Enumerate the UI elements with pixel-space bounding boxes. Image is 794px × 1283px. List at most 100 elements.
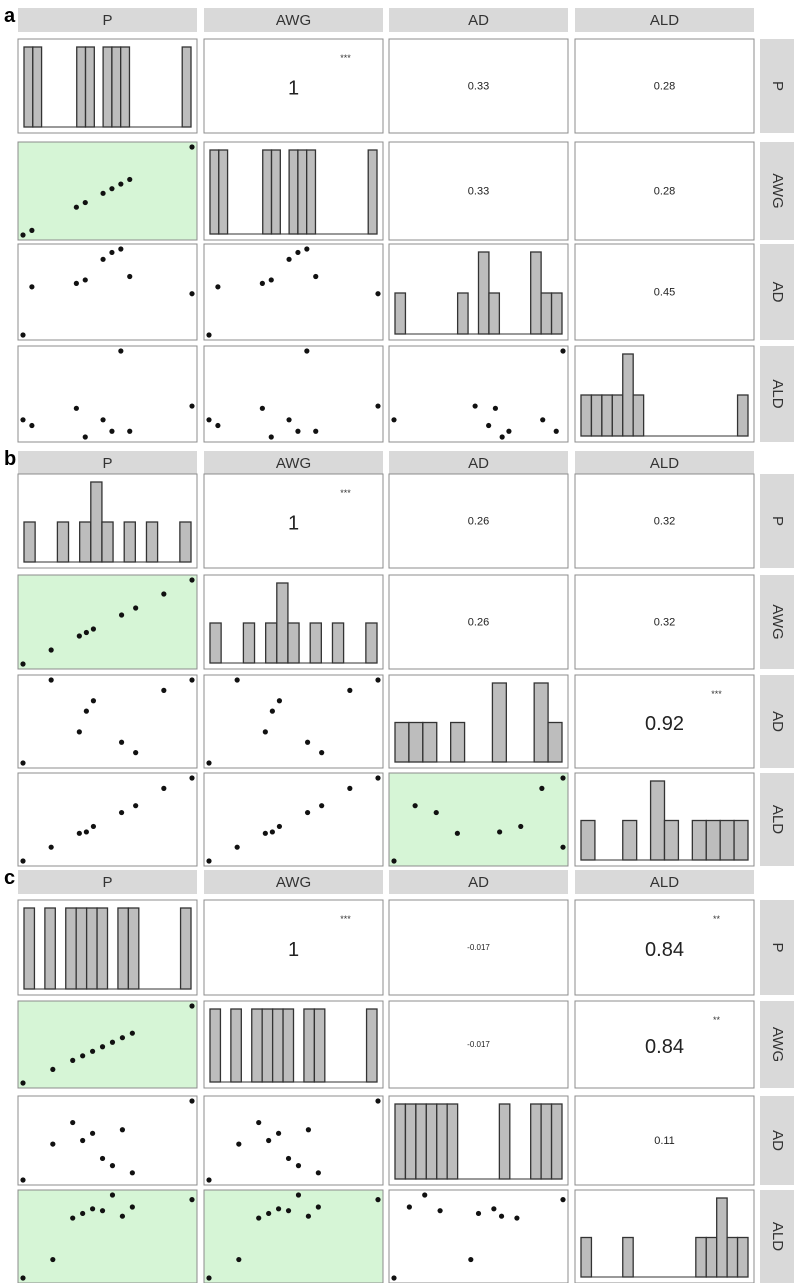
cell-frame [203, 899, 384, 996]
panel-label: a [4, 5, 16, 27]
cell-p-ad: 0.26 [388, 473, 569, 569]
scatter-point [100, 190, 106, 196]
histogram-bar [415, 1103, 427, 1180]
histogram-bar [540, 292, 553, 335]
scatter-point [236, 1141, 242, 1147]
scatter-point [268, 434, 274, 440]
scatter-point [206, 1275, 212, 1281]
cell-frame [388, 574, 569, 670]
scatter-point [133, 803, 139, 809]
histogram-bar [145, 521, 159, 563]
histogram-bar [209, 622, 222, 664]
scatter-point [76, 729, 82, 735]
cell-ad-ald: 0.11 [574, 1095, 755, 1186]
scatter-point [189, 144, 195, 150]
histogram-bar [550, 1103, 563, 1180]
histogram-bar [530, 251, 542, 335]
column-header-p: P [102, 12, 112, 29]
row-header-strip [760, 346, 794, 442]
cell-ald-ald [574, 345, 755, 443]
cell-ald-p [17, 1189, 198, 1283]
column-header-strip [18, 451, 197, 475]
cell-frame [17, 243, 198, 341]
scatter-point [295, 249, 301, 256]
scatter-point [133, 605, 139, 611]
cell-awg-ad: 0.26 [388, 574, 569, 670]
scatter-point [375, 1197, 381, 1203]
histogram-bar [365, 1008, 378, 1083]
scatter-point [206, 332, 212, 338]
cell-ad-p [17, 674, 198, 769]
histogram-bar [716, 1197, 728, 1278]
cell-frame [388, 772, 569, 867]
scatter-point [259, 280, 265, 286]
histogram-bar [477, 251, 490, 335]
row-header-strip [760, 773, 794, 866]
histogram-bar [611, 394, 624, 437]
correlation-value: 0.32 [654, 617, 675, 629]
scatter-point [89, 1048, 96, 1054]
histogram-bar [719, 819, 735, 861]
cell-frame [17, 1189, 198, 1283]
cell-ad-ald: 0.45 [574, 243, 755, 341]
scatter-point [313, 428, 319, 434]
row-header-strip [760, 1001, 794, 1088]
histogram-bar [394, 292, 407, 335]
cell-frame [203, 1095, 384, 1186]
histogram-bar [580, 1236, 593, 1278]
histogram-bar [117, 907, 130, 990]
cell-frame [574, 141, 755, 241]
significance-stars: *** [340, 488, 351, 498]
row-header-ald: ALD [769, 805, 786, 834]
histogram-bar [179, 907, 192, 990]
scatter-point [375, 775, 381, 781]
scatter-point [266, 1210, 272, 1217]
histogram-bar [181, 46, 192, 128]
significance-stars: *** [340, 53, 351, 63]
scatter-point [90, 823, 97, 830]
scatter-point [29, 284, 35, 290]
scatter-point [118, 348, 124, 354]
histogram-bar [436, 1103, 448, 1180]
cell-p-ald: 0.28 [574, 38, 755, 134]
histogram-bar [394, 721, 410, 763]
cell-p-p [17, 473, 198, 569]
scatter-point [118, 739, 125, 745]
column-header-ad: AD [468, 455, 489, 472]
correlation-value: 0.26 [468, 617, 489, 629]
cell-ad-awg [203, 243, 384, 341]
cell-ald-awg [203, 345, 384, 443]
histogram-bar [209, 1008, 222, 1083]
cell-ald-awg [203, 772, 384, 867]
scatter-point [118, 809, 125, 816]
scatter-point [189, 1197, 195, 1203]
scatter-point [20, 858, 26, 864]
histogram-bar [331, 622, 345, 664]
row-header-strip [760, 900, 794, 995]
cell-frame [388, 141, 569, 241]
row-header-strip [760, 474, 794, 568]
histogram-bar [550, 292, 563, 335]
histogram-bar [287, 622, 300, 664]
histogram-bar [649, 780, 666, 861]
histogram-bar [56, 521, 70, 563]
histogram-bar [242, 622, 256, 664]
scatter-point [256, 1215, 262, 1221]
row-header-strip [760, 1190, 794, 1283]
scatter-point [189, 775, 195, 781]
scatter-point [375, 1098, 381, 1104]
scatter-point [82, 434, 88, 440]
correlation-value: 0.28 [654, 81, 675, 93]
scatter-point [76, 633, 82, 639]
scatter-point [406, 1204, 412, 1210]
cell-frame [388, 899, 569, 996]
scatter-point [109, 1039, 116, 1045]
scatter-point [76, 830, 82, 836]
scatter-point [454, 830, 460, 836]
scatter-point [100, 417, 106, 423]
scatter-point [268, 277, 274, 283]
column-header-strip [18, 870, 197, 894]
scatter-point [269, 829, 275, 835]
scatter-point [189, 1098, 195, 1104]
